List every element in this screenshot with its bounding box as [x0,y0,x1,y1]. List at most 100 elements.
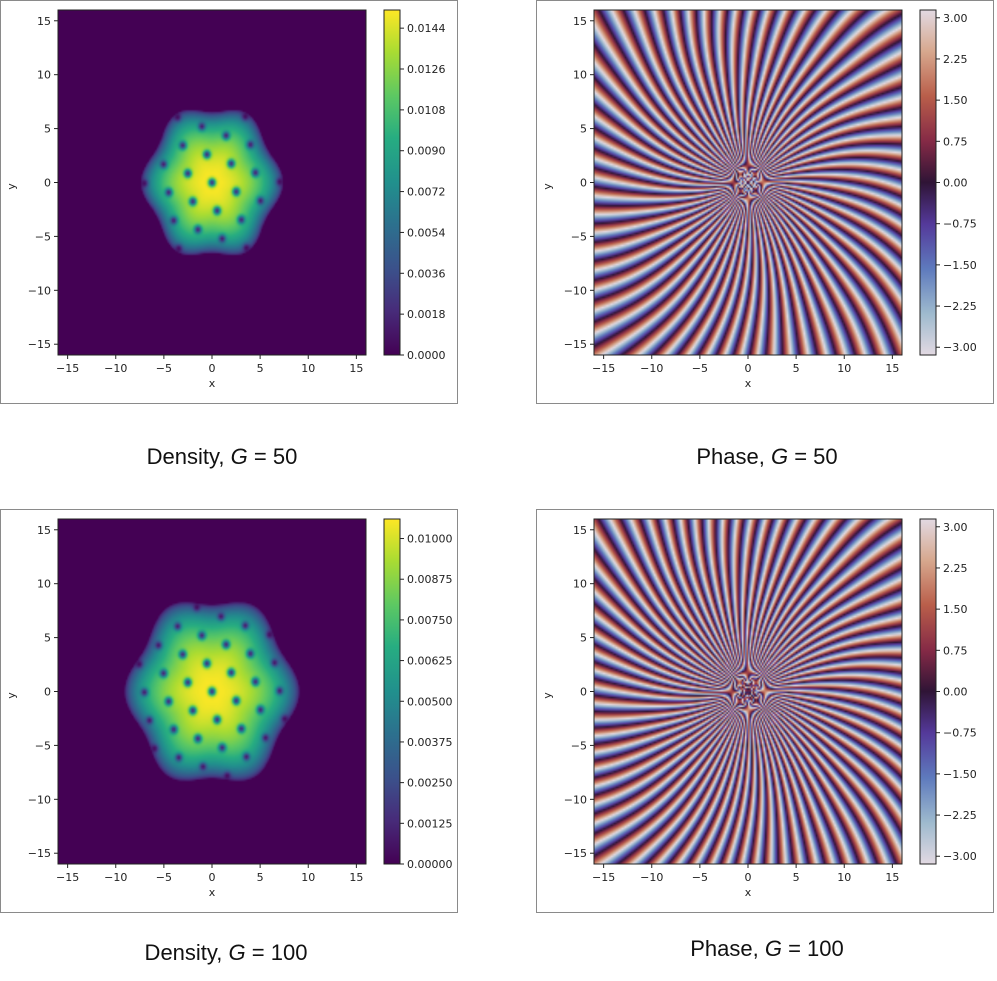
caption-phase-g50: Phase, G = 50 [696,444,838,469]
x-tick-label: 0 [745,871,752,884]
x-tick-label: −15 [592,362,615,375]
colorbar-tick-label: 0.00875 [407,573,453,586]
x-tick-label: −5 [692,362,708,375]
y-tick-label: 15 [573,524,587,537]
x-tick-label: −10 [640,362,663,375]
x-tick-label: 10 [301,871,315,884]
colorbar-tick-label: 0.0000 [407,349,446,362]
y-tick-label: 0 [580,177,587,190]
colorbar [919,9,937,356]
x-tick-label: −10 [640,871,663,884]
colorbar-tick-label: 0.75 [943,135,968,148]
colorbar-tick-label: 0.00375 [407,736,453,749]
colorbar-tick-label: 2.25 [943,53,968,66]
x-tick-label: −10 [104,871,127,884]
colorbar-tick-label: 0.00 [943,686,968,699]
colorbar-tick-label: 0.0108 [407,104,446,117]
colorbar-tick-label: −0.75 [943,727,977,740]
colorbar [919,518,937,865]
colorbar-tick-label: 0.00625 [407,655,453,668]
colorbar-tick-label: 2.25 [943,562,968,575]
y-tick-label: 0 [580,686,587,699]
x-tick-label: 0 [745,362,752,375]
colorbar-tick-label: 3.00 [943,521,968,534]
y-tick-label: −5 [35,739,51,752]
colorbar-tick-label: 0.0054 [407,226,446,239]
x-axis-label: x [745,377,752,390]
x-tick-label: 10 [301,362,315,375]
x-tick-label: −10 [104,362,127,375]
colorbar-tick-label: 0.00250 [407,777,453,790]
x-tick-label: −5 [156,871,172,884]
colorbar-tick-label: −0.75 [943,218,977,231]
colorbar-tick-label: 0.0144 [407,22,446,35]
colorbar-tick-label: 0.0072 [407,186,446,199]
y-tick-label: −15 [564,338,587,351]
y-tick-label: 0 [44,686,51,699]
caption-phase-g100: Phase, G = 100 [690,936,844,961]
y-tick-label: −10 [564,793,587,806]
y-tick-label: 5 [580,632,587,645]
y-tick-label: −15 [28,847,51,860]
phase-g100-chart: −15 −10 −5 0 5 10 15 15 10 5 0 −5 −10 −15 x y 3.00 2.25 1.… [541,518,977,899]
colorbar-tick-label: 0.0036 [407,267,446,280]
y-tick-label: 5 [580,123,587,136]
y-tick-label: 15 [37,15,51,28]
x-tick-label: 5 [257,362,264,375]
y-tick-label: −10 [28,284,51,297]
colorbar-tick-label: 0.0018 [407,308,446,321]
density-g50-chart: −15 −10 −5 0 5 10 15 15 10 5 0 −5 −10 −15 x y 0.0000 0.00… [5,9,446,390]
colorbar-tick-label: 0.01000 [407,533,453,546]
colorbar-tick-label: 0.0126 [407,63,446,76]
y-tick-label: 5 [44,123,51,136]
x-axis-label: x [745,886,752,899]
colorbar-tick-label: 1.50 [943,603,968,616]
x-tick-label: −15 [56,871,79,884]
phase-field [594,10,902,355]
colorbar [383,9,401,356]
y-tick-label: −5 [571,739,587,752]
density-field [58,519,366,864]
y-axis-label: y [5,692,18,699]
y-tick-label: −5 [571,230,587,243]
x-tick-label: 0 [209,871,216,884]
y-tick-label: −10 [564,284,587,297]
caption-density-g100: Density, G = 100 [144,940,308,965]
colorbar-tick-label: 1.50 [943,94,968,107]
y-tick-label: 10 [573,69,587,82]
phase-g50-figure: −15 −10 −5 0 5 10 15 15 10 5 0 −5 −10 −15 x y 3.00 2.25 1.… [536,0,994,404]
colorbar-tick-label: 0.00125 [407,817,453,830]
colorbar-tick-label: −2.25 [943,300,977,313]
x-tick-label: 10 [837,362,851,375]
x-tick-label: 0 [209,362,216,375]
x-tick-label: 15 [885,871,899,884]
x-tick-label: 15 [349,871,363,884]
colorbar-tick-label: 0.00500 [407,695,453,708]
y-axis-label: y [5,183,18,190]
x-tick-label: 10 [837,871,851,884]
x-tick-label: −15 [56,362,79,375]
colorbar-tick-label: 3.00 [943,12,968,25]
caption-density-g50: Density, G = 50 [146,444,298,469]
phase-g50-chart: −15 −10 −5 0 5 10 15 15 10 5 0 −5 −10 −15 x y 3.00 2.25 1.… [541,9,977,390]
x-tick-label: 5 [257,871,264,884]
colorbar-tick-label: −1.50 [943,259,977,272]
colorbar-tick-label: 0.00000 [407,858,453,871]
y-axis-label: y [541,692,554,699]
y-tick-label: 15 [573,15,587,28]
colorbar-tick-label: −2.25 [943,809,977,822]
y-tick-label: 10 [37,578,51,591]
colorbar-tick-label: −3.00 [943,850,977,863]
y-tick-label: −10 [28,793,51,806]
x-tick-label: −5 [156,362,172,375]
density-field [58,10,366,355]
y-axis-label: y [541,183,554,190]
x-tick-label: 5 [793,362,800,375]
y-tick-label: 5 [44,632,51,645]
y-tick-label: 15 [37,524,51,537]
x-tick-label: 15 [349,362,363,375]
colorbar [383,518,401,865]
y-tick-label: 10 [573,578,587,591]
y-tick-label: 0 [44,177,51,190]
x-tick-label: 15 [885,362,899,375]
